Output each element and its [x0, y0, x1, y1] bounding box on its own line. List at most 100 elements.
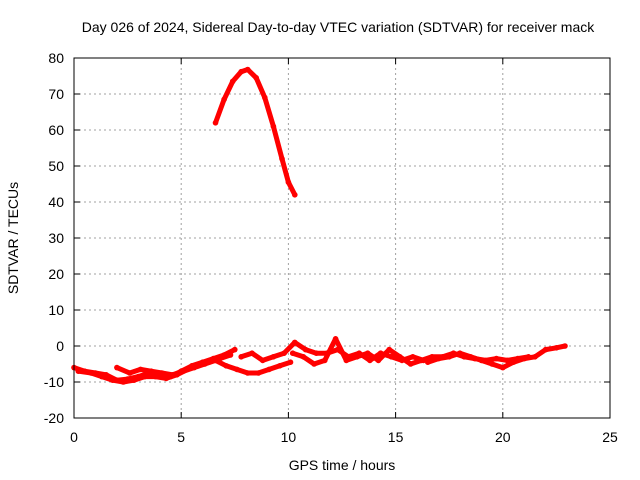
data-point [191, 364, 197, 371]
data-point [435, 355, 442, 362]
x-tick-label: 5 [177, 429, 185, 445]
data-point [386, 346, 393, 353]
plot-frame [73, 57, 611, 419]
data-point [253, 75, 259, 81]
chart-title: Day 026 of 2024, Sidereal Day-to-day VTE… [82, 19, 595, 35]
data-point [292, 192, 298, 198]
data-point [287, 359, 294, 366]
data-point [553, 345, 560, 351]
data-point [266, 366, 272, 373]
data-point [270, 354, 277, 360]
data-point [169, 372, 176, 378]
x-tick-label: 15 [388, 429, 404, 445]
data-point [270, 123, 277, 130]
data-point [410, 354, 416, 360]
data-point [163, 375, 169, 382]
data-point [311, 361, 317, 367]
ticks-layer: 0 5 10 15 20 25 -20 -10 0 10 20 30 40 50 60 70 80 [44, 50, 618, 445]
data-point [289, 350, 296, 357]
data-point [221, 96, 227, 103]
y-tick-label: 0 [56, 338, 64, 354]
data-point [232, 346, 238, 353]
data-point [229, 78, 236, 85]
data-point [244, 370, 251, 376]
data-point [418, 357, 425, 364]
data-point [493, 355, 500, 362]
y-tick-label: 20 [48, 266, 64, 282]
data-point [131, 377, 137, 384]
data-point [180, 368, 187, 375]
data-point [467, 354, 474, 360]
y-tick-label: -20 [44, 410, 64, 426]
data-point [120, 379, 127, 385]
data-point [244, 66, 251, 73]
y-tick-label: 30 [48, 230, 64, 246]
data-point [367, 357, 373, 364]
data-point [137, 366, 144, 373]
x-tick-label: 0 [70, 429, 78, 445]
data-point [109, 377, 116, 384]
data-point [292, 339, 298, 346]
y-tick-label: 80 [48, 50, 64, 66]
data-point [279, 156, 285, 162]
data-point [238, 68, 244, 75]
data-point [259, 357, 266, 364]
grid-layer [74, 58, 610, 418]
data-point [238, 354, 244, 360]
data-point [114, 364, 120, 371]
series-band-b [75, 352, 234, 385]
data-point [300, 354, 307, 360]
data-point [500, 364, 506, 371]
data-point [407, 361, 414, 367]
data-point [375, 357, 382, 364]
data-point [332, 336, 339, 342]
data-point [126, 370, 133, 376]
data-point [285, 179, 292, 185]
data-point [255, 370, 262, 376]
data-point [277, 363, 283, 369]
y-tick-label: 60 [48, 122, 64, 138]
data-point [88, 370, 94, 376]
data-point [212, 357, 219, 364]
data-point [152, 373, 159, 380]
data-point [249, 350, 255, 357]
series-band-f [425, 343, 568, 371]
data-point [212, 120, 219, 126]
series-line [290, 336, 531, 367]
data-point [542, 346, 549, 353]
series-arc-high [212, 66, 298, 198]
data-layer [71, 66, 568, 385]
y-tick-label: 50 [48, 158, 64, 174]
data-point [562, 343, 568, 349]
data-point [489, 361, 495, 367]
data-point [478, 357, 485, 364]
x-tick-label: 25 [602, 429, 618, 445]
data-point [302, 346, 309, 353]
data-point [223, 363, 229, 369]
data-point [281, 350, 287, 357]
data-point [532, 354, 538, 360]
data-point [397, 354, 403, 360]
y-tick-label: 40 [48, 194, 64, 210]
data-point [388, 354, 395, 360]
data-point [262, 94, 268, 101]
data-point [354, 354, 360, 360]
data-point [148, 368, 154, 375]
data-point [504, 357, 510, 364]
data-point [227, 352, 234, 358]
y-tick-label: 10 [48, 302, 64, 318]
data-point [322, 357, 328, 364]
data-point [202, 361, 208, 367]
data-point [142, 373, 148, 380]
data-point [521, 355, 527, 362]
y-tick-label: 70 [48, 86, 64, 102]
y-tick-label: -10 [44, 374, 64, 390]
data-point [425, 359, 431, 366]
data-point [99, 373, 105, 380]
data-point [75, 368, 82, 375]
data-point [159, 370, 165, 376]
y-axis-label: SDTVAR / TECUs [5, 182, 21, 294]
data-point [313, 350, 320, 357]
data-point [234, 366, 240, 373]
